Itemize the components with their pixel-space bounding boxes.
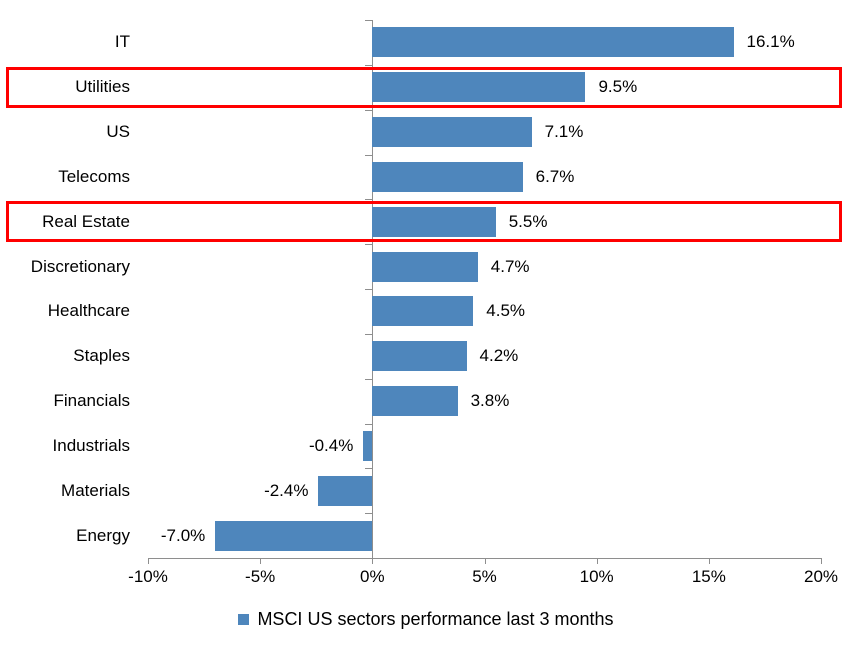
- x-axis-tick-label: 15%: [691, 567, 726, 586]
- bar-us: [372, 117, 532, 148]
- value-axis-tick: [484, 558, 486, 564]
- category-axis-tick: [365, 333, 373, 335]
- category-label-energy: Energy: [76, 525, 130, 545]
- category-axis-tick: [365, 244, 373, 246]
- category-axis-tick: [365, 20, 373, 21]
- value-label-energy: -7.0%: [160, 525, 206, 545]
- bar-energy: [215, 520, 373, 551]
- category-axis-tick: [365, 468, 373, 470]
- value-label-materials: -2.4%: [264, 480, 309, 500]
- x-axis-tick-label: -5%: [245, 567, 276, 586]
- x-axis-tick-label: 20%: [803, 567, 839, 586]
- value-label-staples: 4.2%: [479, 346, 519, 366]
- category-label-industrials: Industrials: [52, 435, 130, 455]
- category-label-it: IT: [114, 32, 130, 52]
- category-axis-tick: [365, 423, 373, 425]
- bar-telecoms: [372, 161, 523, 192]
- category-axis-tick: [365, 154, 373, 156]
- bar-industrials: [363, 430, 373, 461]
- category-label-us: US: [106, 122, 130, 142]
- category-label-telecoms: Telecoms: [58, 166, 130, 186]
- bar-real-estate: [372, 206, 496, 237]
- x-axis-tick-label: 5%: [472, 567, 497, 586]
- legend-label: MSCI US sectors performance last 3 month…: [257, 608, 614, 629]
- category-axis-tick: [365, 199, 373, 201]
- bar-financials: [372, 386, 458, 417]
- value-label-industrials: -0.4%: [308, 435, 354, 455]
- value-label-it: 16.1%: [746, 32, 795, 52]
- legend: MSCI US sectors performance last 3 month…: [0, 603, 852, 635]
- category-axis-tick: [365, 64, 373, 66]
- value-label-us: 7.1%: [544, 122, 584, 142]
- category-label-utilities: Utilities: [75, 77, 130, 97]
- bar-utilities: [372, 72, 586, 103]
- category-axis-tick: [365, 109, 373, 111]
- category-label-real-estate: Real Estate: [42, 211, 130, 231]
- value-label-discretionary: 4.7%: [490, 256, 530, 276]
- value-axis-tick: [260, 558, 262, 564]
- bar-it: [372, 27, 734, 58]
- category-label-healthcare: Healthcare: [47, 301, 130, 321]
- value-axis-tick: [708, 558, 710, 564]
- category-axis-tick: [365, 513, 373, 515]
- category-label-materials: Materials: [61, 480, 130, 500]
- value-label-telecoms: 6.7%: [535, 166, 575, 186]
- x-axis-tick-label: 0%: [360, 567, 385, 586]
- category-label-discretionary: Discretionary: [30, 256, 130, 276]
- bar-healthcare: [372, 296, 474, 327]
- value-axis-tick: [148, 558, 149, 564]
- value-label-utilities: 9.5%: [598, 77, 638, 97]
- value-axis-tick: [821, 558, 822, 564]
- category-axis-line: [372, 20, 374, 558]
- category-axis-tick: [365, 378, 373, 380]
- value-axis-tick: [372, 558, 374, 564]
- bar-materials: [318, 475, 373, 506]
- highlight-box-utilities: [6, 66, 842, 108]
- x-axis-tick-label: 10%: [579, 567, 614, 586]
- highlight-box-real-estate: [6, 201, 842, 243]
- value-label-real-estate: 5.5%: [508, 211, 548, 231]
- value-axis-tick: [596, 558, 598, 564]
- category-label-staples: Staples: [73, 346, 130, 366]
- x-axis-tick-label: -10%: [128, 567, 168, 586]
- bar-staples: [372, 341, 467, 372]
- category-label-financials: Financials: [53, 391, 130, 411]
- value-label-financials: 3.8%: [470, 391, 510, 411]
- legend-swatch-icon: [238, 613, 250, 625]
- value-label-healthcare: 4.5%: [486, 301, 526, 321]
- bar-discretionary: [372, 251, 478, 282]
- category-axis-tick: [365, 289, 373, 290]
